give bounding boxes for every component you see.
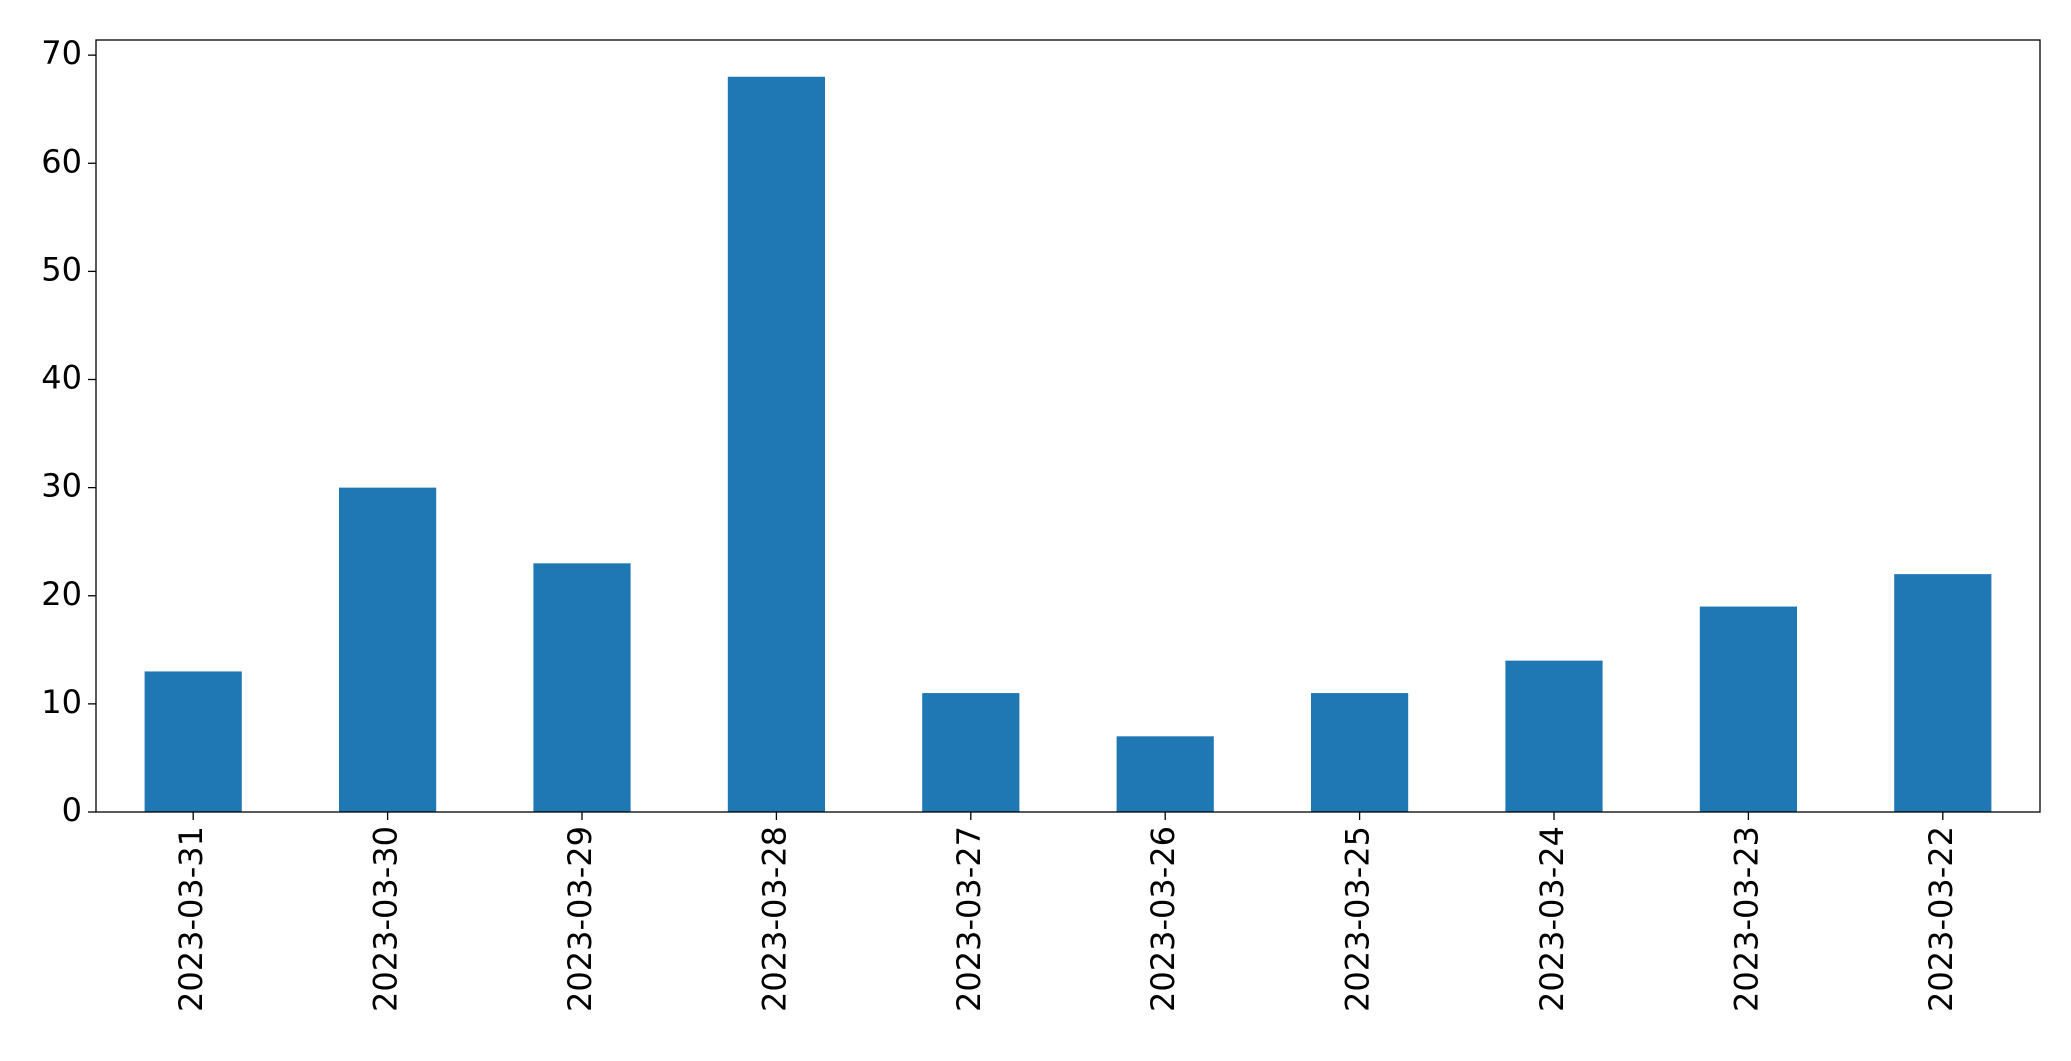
bar [1116, 736, 1214, 812]
y-tick-label: 30 [41, 467, 82, 505]
x-tick-label: 2023-03-25 [1339, 826, 1377, 1012]
bar [533, 563, 631, 812]
x-tick-label: 2023-03-29 [561, 826, 599, 1012]
x-tick-label: 2023-03-30 [367, 826, 405, 1012]
x-tick-label: 2023-03-31 [172, 826, 210, 1012]
x-tick-label: 2023-03-23 [1727, 826, 1765, 1012]
bar [339, 487, 437, 812]
bar [1894, 574, 1992, 812]
bar [1699, 606, 1797, 812]
bar [1505, 660, 1603, 812]
y-tick-label: 10 [41, 683, 82, 721]
x-tick-label: 2023-03-28 [755, 826, 793, 1012]
y-tick-label: 20 [41, 575, 82, 613]
x-tick-label: 2023-03-26 [1144, 826, 1182, 1012]
y-tick-label: 40 [41, 359, 82, 397]
y-tick-label: 50 [41, 250, 82, 288]
y-tick-label: 70 [41, 34, 82, 72]
plot-frame [95, 39, 2041, 813]
bar [727, 76, 825, 812]
bar [922, 693, 1020, 812]
x-tick-label: 2023-03-22 [1922, 826, 1960, 1012]
x-tick-label: 2023-03-24 [1533, 826, 1571, 1012]
y-tick-label: 0 [62, 791, 82, 829]
bar [1311, 693, 1409, 812]
y-tick-label: 60 [41, 142, 82, 180]
bar [144, 671, 242, 812]
x-tick-label: 2023-03-27 [950, 826, 988, 1012]
